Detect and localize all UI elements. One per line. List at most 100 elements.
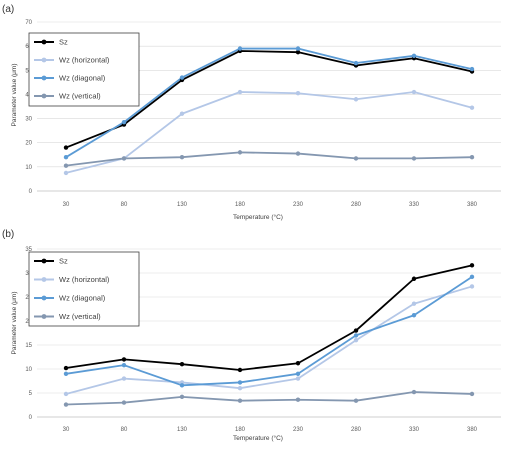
data-point <box>411 313 417 318</box>
data-point <box>121 357 127 362</box>
x-ticks-a: 30 80 130 180 230 280 330 380 <box>63 202 478 208</box>
x-tick-label: 80 <box>121 427 128 433</box>
x-tick-label: 330 <box>409 427 420 433</box>
y-tick-label: 15 <box>25 343 32 349</box>
data-point <box>179 155 185 160</box>
x-ticks-b: 30 80 130 180 230 280 330 380 <box>63 427 478 433</box>
data-point <box>353 156 359 161</box>
data-point <box>237 367 243 373</box>
series-line <box>65 276 473 387</box>
data-point <box>469 263 475 268</box>
legend-marker <box>41 295 47 301</box>
x-tick-label: 180 <box>235 202 246 208</box>
series-line <box>65 47 473 158</box>
panel-a: (a) 010203040506070 30801301802302803303… <box>2 4 501 221</box>
data-point <box>121 376 127 381</box>
legend-marker <box>41 75 47 81</box>
data-point <box>469 155 475 160</box>
data-point <box>179 111 185 116</box>
data-point <box>353 338 359 343</box>
data-point <box>411 276 417 281</box>
data-point <box>179 362 185 367</box>
series-line <box>65 391 473 406</box>
x-tick-label: 130 <box>177 202 188 208</box>
legend-label: Wz (vertical) <box>59 312 101 321</box>
data-point <box>179 394 185 400</box>
y-tick-label: 30 <box>25 117 32 123</box>
data-point <box>469 66 475 72</box>
data-point <box>411 156 417 161</box>
y-tick-label: 0 <box>29 415 33 421</box>
data-point <box>121 400 127 405</box>
x-tick-label: 230 <box>293 427 304 433</box>
x-tick-label: 280 <box>351 202 362 208</box>
data-point <box>295 371 301 376</box>
legend-label: Wz (diagonal) <box>59 74 106 83</box>
data-point <box>353 333 359 338</box>
grid-b <box>37 248 501 418</box>
x-tick-label: 130 <box>177 427 188 433</box>
data-point <box>237 89 243 95</box>
series-line <box>65 50 473 149</box>
x-axis-title-a: Temperature (°C) <box>233 213 283 221</box>
y-tick-label: 10 <box>25 367 32 373</box>
data-point <box>63 402 69 407</box>
data-point <box>63 371 69 376</box>
legend-label: Wz (horizontal) <box>59 275 110 284</box>
x-tick-label: 180 <box>235 427 246 433</box>
x-tick-label: 30 <box>63 427 70 433</box>
legend-label: Wz (vertical) <box>59 92 101 101</box>
legend-label: Wz (horizontal) <box>59 56 110 65</box>
y-tick-label: 0 <box>29 189 33 195</box>
series-line <box>65 264 473 371</box>
y-tick-label: 35 <box>25 247 32 253</box>
legend-box-a <box>28 32 140 107</box>
data-point <box>63 365 69 371</box>
legend-b: Sz Wz (horizontal) Wz (diagonal) Wz (vertic… <box>28 251 140 327</box>
legend-label: Wz (diagonal) <box>59 294 106 303</box>
data-point <box>295 397 301 402</box>
data-point <box>63 155 69 160</box>
data-point <box>353 97 359 102</box>
data-point <box>237 380 243 385</box>
series-line <box>65 285 473 395</box>
panel-b: (b) 05101520253035 308013018023028033038… <box>2 229 501 442</box>
data-point <box>295 151 301 156</box>
data-point <box>63 145 69 150</box>
data-point <box>469 391 475 397</box>
series-line <box>65 151 473 167</box>
x-tick-label: 80 <box>121 202 128 208</box>
data-point <box>353 398 359 403</box>
legend-marker <box>41 39 47 45</box>
x-tick-label: 380 <box>467 202 478 208</box>
data-point <box>411 53 417 58</box>
series-markers-b <box>63 263 475 407</box>
legend-marker <box>41 277 47 282</box>
data-point <box>179 383 185 388</box>
data-point <box>63 391 69 397</box>
y-tick-label: 70 <box>25 20 32 26</box>
y-axis-title-a: Parameter value (μm) <box>11 64 18 127</box>
series-lines-a <box>65 47 473 174</box>
data-point <box>469 274 475 280</box>
data-point <box>237 398 243 403</box>
data-point <box>295 361 301 366</box>
x-tick-label: 30 <box>63 202 70 208</box>
panel-label-a: (a) <box>2 4 14 15</box>
data-point <box>179 75 185 80</box>
x-tick-label: 330 <box>409 202 420 208</box>
data-point <box>411 301 417 306</box>
legend-marker <box>41 57 47 63</box>
data-point <box>353 328 359 333</box>
legend-label: Sz <box>59 257 68 266</box>
x-tick-label: 230 <box>293 202 304 208</box>
x-axis-title-b: Temperature (°C) <box>233 434 283 442</box>
data-point <box>295 46 301 51</box>
data-point <box>63 170 69 176</box>
legend-marker <box>41 314 47 319</box>
data-point <box>237 150 243 155</box>
data-point <box>295 49 301 55</box>
series-line <box>65 91 473 174</box>
data-point <box>353 60 359 66</box>
